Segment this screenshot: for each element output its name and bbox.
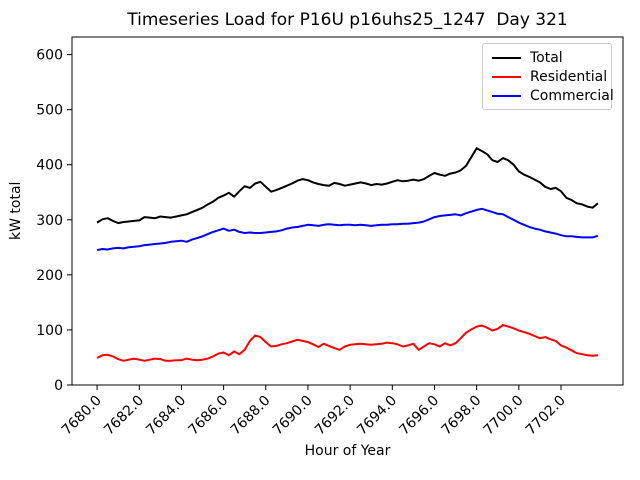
x-tick-label: 7686.0 xyxy=(185,393,231,439)
legend-item-total: Total xyxy=(492,51,602,65)
y-tick-label: 500 xyxy=(36,103,63,119)
x-tick-label: 7690.0 xyxy=(270,393,316,439)
x-tick-label: 7698.0 xyxy=(439,393,485,439)
x-axis-label: Hour of Year xyxy=(304,443,391,459)
plot-area-border xyxy=(71,36,624,386)
legend: Total Residential Commercial xyxy=(482,43,614,110)
x-tick-label: 7680.0 xyxy=(59,393,105,439)
y-tick-label: 400 xyxy=(36,158,63,174)
y-tick-label: 100 xyxy=(36,323,63,339)
series-line-commercial xyxy=(96,207,599,252)
x-tick-label: 7702.0 xyxy=(523,393,569,439)
series-line-residential xyxy=(96,324,598,362)
y-axis-label: kW total xyxy=(8,181,24,241)
x-tick-label: 7696.0 xyxy=(396,393,442,439)
chart-title: Timeseries Load for P16U p16uhs25_1247 D… xyxy=(127,10,568,30)
legend-label-commercial: Commercial xyxy=(530,87,614,104)
y-tick-label: 0 xyxy=(54,378,63,394)
y-tick-label: 200 xyxy=(36,268,63,284)
legend-item-commercial: Commercial xyxy=(492,89,614,103)
x-tick-label: 7688.0 xyxy=(228,393,274,439)
legend-item-residential: Residential xyxy=(492,70,607,84)
commercial-line-swatch xyxy=(492,94,521,97)
legend-label-residential: Residential xyxy=(530,68,608,85)
total-line-swatch xyxy=(492,56,521,59)
x-tick-label: 7700.0 xyxy=(481,393,527,439)
x-tick-label: 7694.0 xyxy=(354,393,400,439)
x-tick-label: 7692.0 xyxy=(312,393,358,439)
y-tick-label: 600 xyxy=(36,48,63,64)
series-line-total xyxy=(96,147,599,225)
x-tick-label: 7684.0 xyxy=(143,393,189,439)
y-tick-label: 300 xyxy=(36,213,63,229)
x-tick-label: 7682.0 xyxy=(101,393,147,439)
legend-label-total: Total xyxy=(530,49,563,66)
residential-line-swatch xyxy=(492,75,521,78)
